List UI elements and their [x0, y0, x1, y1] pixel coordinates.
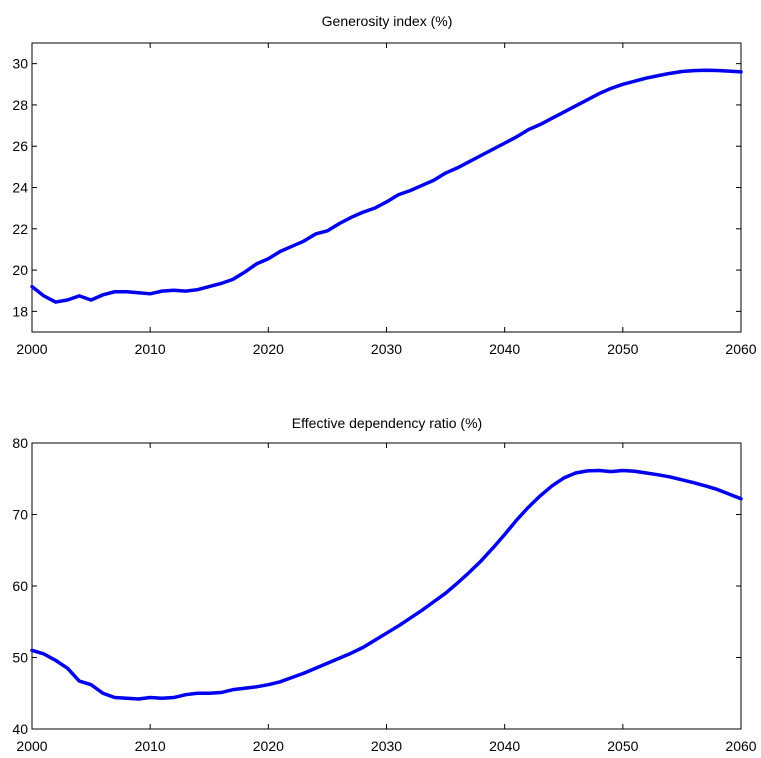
x-tick-label: 2040 [489, 341, 520, 357]
x-tick-label: 2060 [725, 341, 756, 357]
chart-2-axes-box [31, 442, 742, 730]
chart-1-title: Generosity index (%) [322, 13, 453, 29]
y-tick-label: 80 [12, 435, 28, 451]
x-tick-label: 2050 [607, 738, 638, 754]
chart-2-ticks: 2000 2010 2020 2030 2040 2050 2060 40 50 60 70 80 [12, 435, 756, 754]
chart-1-points [31, 70, 742, 303]
y-tick-label: 22 [12, 221, 28, 237]
y-tick-label: 50 [12, 650, 28, 666]
y-tick-label: 26 [12, 138, 28, 154]
chart-1-series-line [30, 68, 743, 304]
chart-2-title: Effective dependency ratio (%) [292, 415, 482, 431]
x-tick-label: 2050 [607, 341, 638, 357]
chart-1-axes-box [31, 42, 742, 333]
x-tick-label: 2010 [135, 341, 166, 357]
x-tick-label: 2010 [135, 738, 166, 754]
y-tick-label: 30 [12, 56, 28, 72]
x-tick-label: 2000 [16, 341, 47, 357]
chart-effective-dependency-ratio: Effective dependency ratio (%) 2000 2010 2… [12, 415, 756, 754]
x-tick-label: 2060 [725, 738, 756, 754]
chart-2-series-line [30, 468, 743, 701]
chart-1-ticks: 2000 2010 2020 2030 2040 2050 2060 18 20 22 24 26 28… [12, 43, 757, 357]
y-tick-label: 20 [12, 262, 28, 278]
y-tick-label: 70 [12, 507, 28, 523]
x-tick-label: 2030 [371, 738, 402, 754]
y-tick-label: 18 [12, 303, 28, 319]
y-tick-label: 24 [12, 180, 28, 196]
chart-2-points [31, 470, 742, 699]
y-tick-label: 28 [12, 97, 28, 113]
x-tick-label: 2020 [253, 738, 284, 754]
y-tick-label: 40 [12, 721, 28, 737]
x-tick-label: 2030 [371, 341, 402, 357]
x-tick-label: 2040 [489, 738, 520, 754]
x-tick-label: 2000 [16, 738, 47, 754]
chart-generosity-index: Generosity index (%) 2000 2010 2020 2030 204… [12, 13, 756, 357]
x-tick-label: 2020 [253, 341, 284, 357]
y-tick-label: 60 [12, 578, 28, 594]
